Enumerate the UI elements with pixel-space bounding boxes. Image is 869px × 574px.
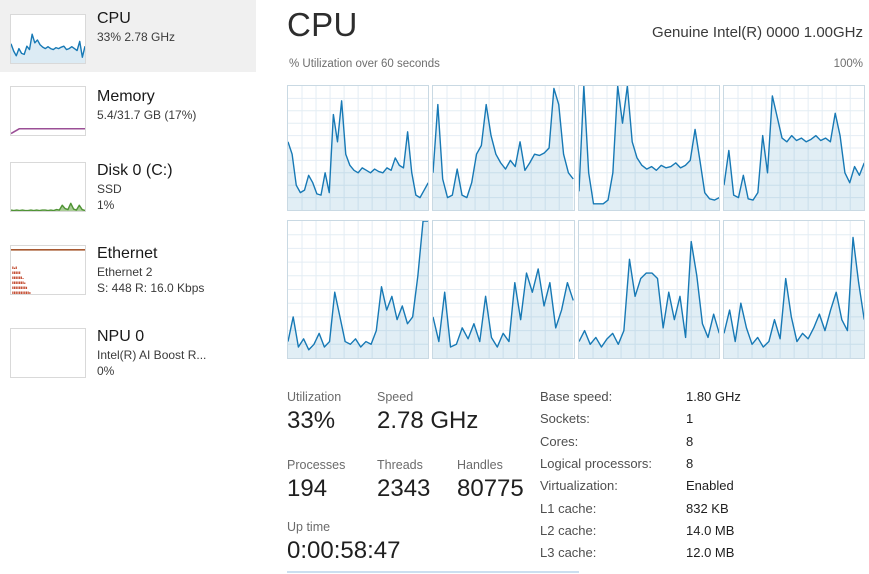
sidebar-item-disk-0[interactable]: Disk 0 (C:) SSD 1% xyxy=(0,156,256,239)
processes-label: Processes xyxy=(287,458,346,472)
detail-row: L2 cache: 14.0 MB xyxy=(540,523,866,538)
core-chart-cpu-1[interactable] xyxy=(432,85,575,211)
cpu-core-charts xyxy=(287,85,865,359)
processes-value: 194 xyxy=(287,475,328,502)
detail-label: L2 cache: xyxy=(540,523,597,538)
sidebar-item-subtitle: 0% xyxy=(97,364,115,378)
sidebar-item-subtitle: SSD xyxy=(97,182,122,196)
sidebar-item-subtitle: Ethernet 2 xyxy=(97,265,153,279)
disk-0-sparkline xyxy=(10,162,86,212)
detail-label: L3 cache: xyxy=(540,545,597,560)
uptime-label: Up time xyxy=(287,520,331,534)
detail-row: L1 cache: 832 KB xyxy=(540,501,866,516)
utilization-label: Utilization xyxy=(287,390,342,404)
sidebar-item-npu-0[interactable]: NPU 0 Intel(R) AI Boost R... 0% xyxy=(0,322,256,398)
detail-row: Virtualization: Enabled xyxy=(540,478,866,493)
sidebar-item-subtitle: Intel(R) AI Boost R... xyxy=(97,348,207,362)
detail-value: 8 xyxy=(686,434,694,449)
handles-label: Handles xyxy=(457,458,503,472)
detail-value: 1.80 GHz xyxy=(686,389,741,404)
sidebar-item-subtitle: 33% 2.78 GHz xyxy=(97,30,176,44)
detail-row: Cores: 8 xyxy=(540,434,866,449)
performance-sidebar: CPU 33% 2.78 GHz Memory 5.4/31.7 GB (17%) Di… xyxy=(0,0,258,574)
detail-label: L1 cache: xyxy=(540,501,597,516)
speed-value: 2.78 GHz xyxy=(377,407,479,434)
detail-value: 832 KB xyxy=(686,501,729,516)
sidebar-item-title: Disk 0 (C:) xyxy=(97,162,173,179)
sidebar-item-text: Ethernet Ethernet 2 S: 448 R: 16.0 Kbps xyxy=(97,243,252,296)
core-chart-cpu-2[interactable] xyxy=(577,85,720,211)
detail-label: Logical processors: xyxy=(540,456,652,471)
core-chart-cpu-5[interactable] xyxy=(432,220,575,359)
speed-label: Speed xyxy=(377,390,414,404)
threads-value: 2343 xyxy=(377,475,431,502)
detail-value: 1 xyxy=(686,411,694,426)
detail-row: Sockets: 1 xyxy=(540,411,866,426)
uptime-value: 0:00:58:47 xyxy=(287,537,401,564)
detail-label: Base speed: xyxy=(540,389,613,404)
handles-value: 80775 xyxy=(457,475,524,502)
ethernet-sparkline xyxy=(10,245,86,295)
sidebar-item-subtitle: 5.4/31.7 GB (17%) xyxy=(97,108,197,122)
sidebar-item-title: Memory xyxy=(97,88,155,105)
npu-0-sparkline xyxy=(10,328,86,378)
cpu-sparkline xyxy=(10,14,86,64)
core-chart-cpu-7[interactable] xyxy=(722,220,865,359)
detail-value: 8 xyxy=(686,456,694,471)
sidebar-item-ethernet[interactable]: Ethernet Ethernet 2 S: 448 R: 16.0 Kbps xyxy=(0,239,256,322)
detail-row: Logical processors: 8 xyxy=(540,456,866,471)
utilization-value: 33% xyxy=(287,407,336,434)
sidebar-item-memory[interactable]: Memory 5.4/31.7 GB (17%) xyxy=(0,80,256,156)
detail-value: Enabled xyxy=(686,478,734,493)
threads-label: Threads xyxy=(377,458,423,472)
cpu-device-name: Genuine Intel(R) 0000 1.00GHz xyxy=(652,24,863,41)
core-chart-cpu-3[interactable] xyxy=(722,85,865,211)
sidebar-item-text: CPU 33% 2.78 GHz xyxy=(97,8,252,45)
detail-row: Base speed: 1.80 GHz xyxy=(540,389,866,404)
sidebar-item-title: CPU xyxy=(97,10,131,27)
sidebar-item-text: NPU 0 Intel(R) AI Boost R... 0% xyxy=(97,326,252,379)
sidebar-item-text: Disk 0 (C:) SSD 1% xyxy=(97,160,252,213)
graph-axis-label: % Utilization over 60 seconds xyxy=(289,58,440,70)
sidebar-item-title: NPU 0 xyxy=(97,328,145,345)
sidebar-item-subtitle: S: 448 R: 16.0 Kbps xyxy=(97,281,205,295)
sidebar-item-text: Memory 5.4/31.7 GB (17%) xyxy=(97,86,252,123)
sidebar-item-subtitle: 1% xyxy=(97,198,115,212)
page-title: CPU xyxy=(287,6,358,43)
detail-value: 14.0 MB xyxy=(686,523,735,538)
memory-sparkline xyxy=(10,86,86,136)
core-chart-cpu-0[interactable] xyxy=(287,85,430,211)
core-chart-cpu-4[interactable] xyxy=(287,220,430,359)
sidebar-item-title: Ethernet xyxy=(97,245,158,262)
graph-max-label: 100% xyxy=(833,58,863,70)
section-divider xyxy=(287,571,579,573)
core-chart-cpu-6[interactable] xyxy=(577,220,720,359)
detail-label: Virtualization: xyxy=(540,478,618,493)
sidebar-item-cpu[interactable]: CPU 33% 2.78 GHz xyxy=(0,0,256,72)
detail-label: Sockets: xyxy=(540,411,590,426)
detail-label: Cores: xyxy=(540,434,579,449)
detail-row: L3 cache: 12.0 MB xyxy=(540,545,866,560)
detail-value: 12.0 MB xyxy=(686,545,735,560)
